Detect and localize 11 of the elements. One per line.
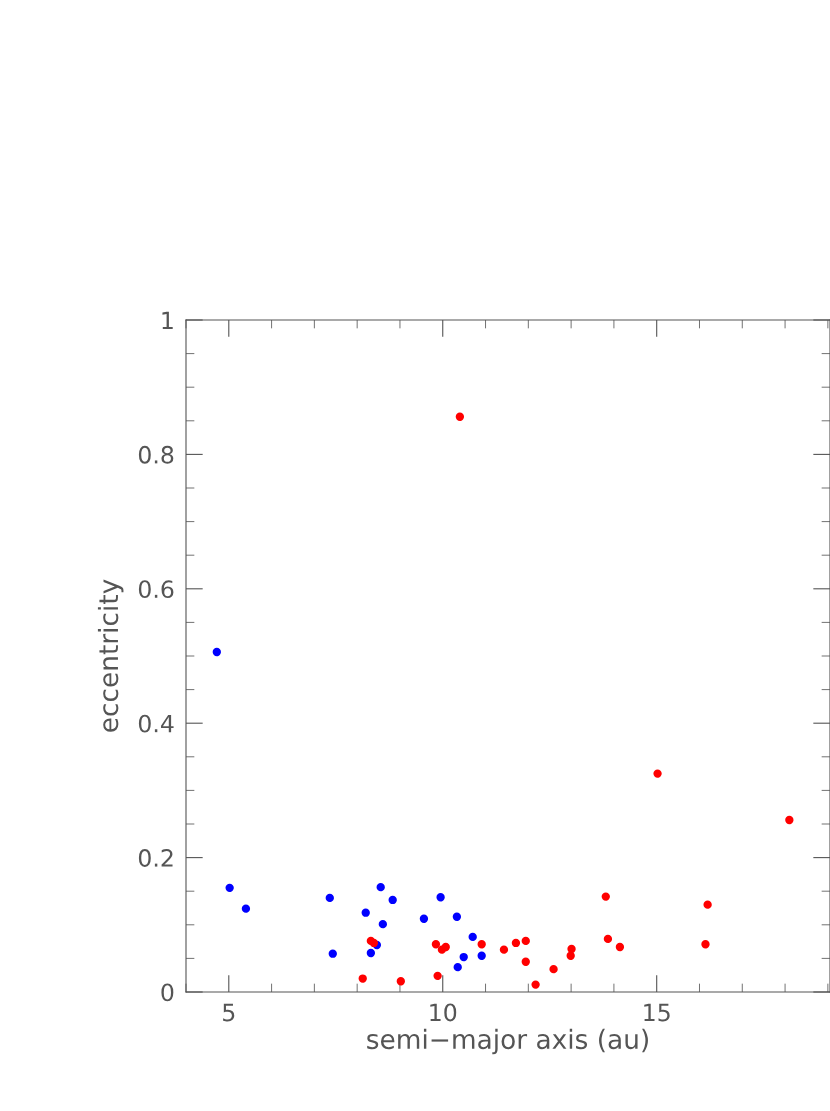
y-tick-label: 0.8: [138, 445, 174, 464]
y-tick-label: 0.4: [138, 714, 174, 733]
y-tick-label: 1: [162, 311, 173, 329]
y-tick-label: 0.6: [138, 580, 174, 599]
x-tick-label: 15: [644, 1003, 670, 1022]
x-tick-label: 10: [430, 1003, 457, 1022]
y-tick-label: 0.2: [138, 849, 173, 867]
x-axis-title: semi−major axis (au): [367, 1028, 648, 1055]
x-tick-label: 5: [223, 1003, 235, 1022]
y-tick-label: 0: [161, 983, 174, 1002]
y-axis-title: eccentricity: [97, 579, 124, 732]
